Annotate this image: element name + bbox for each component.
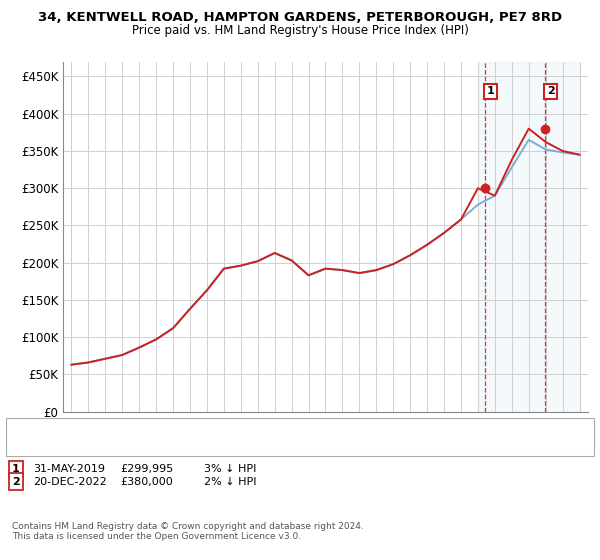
Text: Contains HM Land Registry data © Crown copyright and database right 2024.
This d: Contains HM Land Registry data © Crown c… bbox=[12, 522, 364, 542]
Text: Price paid vs. HM Land Registry's House Price Index (HPI): Price paid vs. HM Land Registry's House … bbox=[131, 24, 469, 36]
Bar bbox=[478, 62, 580, 412]
Text: 2% ↓ HPI: 2% ↓ HPI bbox=[204, 477, 257, 487]
Text: ─────: ───── bbox=[15, 445, 44, 455]
Text: 34, KENTWELL ROAD, HAMPTON GARDENS, PETERBOROUGH, PE7 8RD: 34, KENTWELL ROAD, HAMPTON GARDENS, PETE… bbox=[38, 11, 562, 24]
Text: 1: 1 bbox=[487, 86, 494, 96]
Text: £299,995: £299,995 bbox=[120, 464, 173, 474]
Text: ─────: ───── bbox=[15, 436, 44, 446]
Text: 2: 2 bbox=[12, 477, 20, 487]
Text: £380,000: £380,000 bbox=[120, 477, 173, 487]
Text: 1: 1 bbox=[12, 464, 20, 474]
Text: 34, KENTWELL ROAD, HAMPTON GARDENS, PETERBOROUGH, PE7 8RD (detached house): 34, KENTWELL ROAD, HAMPTON GARDENS, PETE… bbox=[51, 436, 512, 446]
Text: 20-DEC-2022: 20-DEC-2022 bbox=[33, 477, 107, 487]
Text: 2: 2 bbox=[547, 86, 554, 96]
Text: HPI: Average price, detached house, City of Peterborough: HPI: Average price, detached house, City… bbox=[51, 445, 352, 455]
Text: 31-MAY-2019: 31-MAY-2019 bbox=[33, 464, 105, 474]
Text: 3% ↓ HPI: 3% ↓ HPI bbox=[204, 464, 256, 474]
